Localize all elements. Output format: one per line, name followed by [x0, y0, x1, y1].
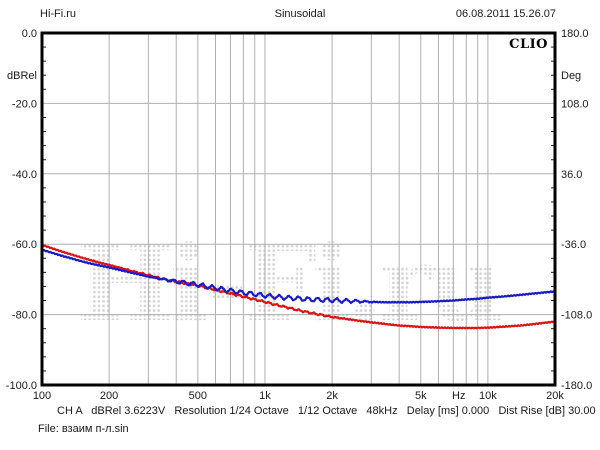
blue-curve — [41, 248, 556, 305]
file-name-label: File: взаим п-л.sin — [38, 423, 129, 435]
chart-title: Sinusoidal — [274, 8, 326, 20]
header-site-label: Hi-Fi.ru — [40, 8, 77, 20]
y-axis-left-tick-label: -60.0 — [12, 239, 37, 251]
y-axis-right-tick-label: -180.0 — [561, 380, 592, 392]
y-axis-left-tick-label: -40.0 — [12, 169, 37, 181]
x-axis-unit-label: Hz — [452, 390, 465, 402]
plot-border — [40, 31, 557, 387]
y-axis-right-tick-label: 180.0 — [561, 28, 589, 40]
header-datetime: 06.08.2011 15.26.07 — [455, 8, 556, 20]
y-axis-left-tick-label: -80.0 — [12, 310, 37, 322]
watermark-text: Hi-Fi.ru — [76, 222, 504, 345]
status-bar: CH A dBRel 3.6223V Resolution 1/24 Octav… — [57, 405, 596, 417]
y-axis-left-tick-label: 0.0 — [22, 28, 37, 40]
x-axis-tick-label: 200 — [100, 390, 118, 402]
x-axis-tick-label: 2k — [326, 390, 338, 402]
y-axis-left-tick-label: -20.0 — [12, 98, 37, 110]
x-axis-tick-label: 500 — [189, 390, 207, 402]
y-axis-right-tick-label: 108.0 — [561, 98, 589, 110]
y-axis-right-unit-label: Deg — [561, 70, 581, 82]
y-axis-left-unit-label: dBRel — [7, 70, 37, 82]
x-axis-tick-label: 5k — [415, 390, 427, 402]
x-axis-tick-label: 1k — [259, 390, 271, 402]
y-axis-left-tick-label: -100.0 — [6, 380, 37, 392]
x-axis-tick-label: 20k — [546, 390, 564, 402]
y-axis-right-tick-label: -36.0 — [561, 239, 586, 251]
y-axis-right-tick-label: -108.0 — [561, 310, 592, 322]
y-axis-right-tick-label: 36.0 — [561, 169, 582, 181]
clio-brand-label: CLIO — [509, 37, 548, 52]
red-curve — [41, 243, 556, 330]
x-axis-tick-label: 100 — [33, 390, 51, 402]
x-axis-tick-label: 10k — [479, 390, 497, 402]
